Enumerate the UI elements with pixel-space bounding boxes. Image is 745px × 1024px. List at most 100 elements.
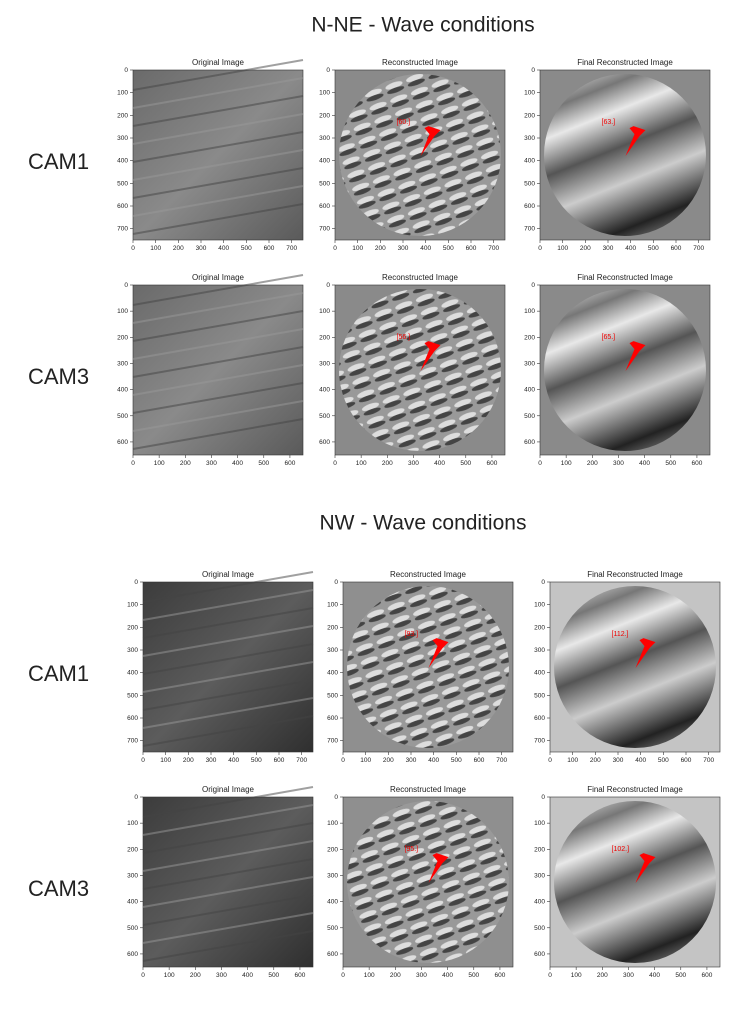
y-tick-label: 600 [319,203,330,210]
panel-title: Reconstructed Image [382,273,459,282]
x-tick-label: 200 [383,757,394,764]
x-tick-label: 0 [131,460,135,467]
camera-label: CAM3 [28,364,89,389]
x-tick-label: 400 [649,972,660,979]
x-tick-label: 300 [408,460,419,467]
y-tick-label: 0 [134,579,138,586]
x-tick-label: 700 [703,757,714,764]
y-tick-label: 0 [326,67,330,74]
y-tick-label: 600 [327,951,338,958]
x-tick-label: 300 [196,245,207,252]
x-tick-label: 200 [183,757,194,764]
x-tick-label: 200 [597,972,608,979]
x-tick-label: 600 [486,460,497,467]
x-tick-label: 0 [333,245,337,252]
texture-streak [142,571,314,603]
camera-label: CAM1 [28,661,89,686]
x-tick-label: 200 [587,460,598,467]
x-tick-label: 600 [466,245,477,252]
panel-title: Original Image [192,58,245,67]
y-tick-label: 100 [127,820,138,827]
x-tick-label: 500 [675,972,686,979]
y-tick-label: 400 [319,387,330,394]
x-tick-label: 100 [352,245,363,252]
reconstruction-disc [554,586,716,748]
y-tick-label: 300 [327,872,338,879]
x-tick-label: 300 [216,972,227,979]
x-tick-label: 400 [625,245,636,252]
texture-streak [142,697,314,729]
y-tick-label: 0 [334,579,338,586]
y-tick-label: 700 [117,226,128,233]
x-tick-label: 300 [398,245,409,252]
y-tick-label: 400 [117,387,128,394]
reconstruction-disc [339,289,501,451]
texture-streak [132,382,304,414]
y-tick-label: 600 [534,715,545,722]
panel-title: Reconstructed Image [390,785,467,794]
image-panel: Original Image 0 100 200 300 400 500 600 700 0 100… [117,58,304,252]
x-tick-label: 0 [538,460,542,467]
x-tick-label: 100 [150,245,161,252]
panel-title: Final Reconstructed Image [577,273,673,282]
x-tick-label: 200 [390,972,401,979]
y-tick-label: 100 [327,820,338,827]
x-tick-label: 400 [434,460,445,467]
image-panel: Final Reconstructed Image [102.] 0 100 200 30… [534,785,721,979]
x-tick-label: 700 [693,245,704,252]
x-tick-label: 100 [364,972,375,979]
x-tick-label: 500 [468,972,479,979]
x-tick-label: 500 [443,245,454,252]
x-tick-label: 300 [613,460,624,467]
y-tick-label: 0 [541,579,545,586]
texture-streak [132,131,304,163]
y-tick-label: 500 [534,692,545,699]
x-tick-label: 100 [356,460,367,467]
reconstruction-disc [544,74,706,236]
y-tick-label: 700 [327,738,338,745]
image-panel: Original Image 0 100 200 300 400 500 600 700 0 100… [127,570,314,764]
x-tick-label: 600 [284,460,295,467]
y-tick-label: 100 [319,90,330,97]
direction-annotation: [63.] [602,119,616,126]
x-tick-label: 600 [264,245,275,252]
y-tick-label: 0 [326,282,330,289]
y-tick-label: 600 [117,203,128,210]
x-tick-label: 200 [180,460,191,467]
direction-arrow [428,853,449,884]
y-tick-label: 0 [134,794,138,801]
panel-title: Reconstructed Image [382,58,459,67]
direction-annotation: [112.] [612,631,629,638]
x-tick-label: 500 [658,757,669,764]
y-tick-label: 200 [534,846,545,853]
panel-title: Final Reconstructed Image [577,58,673,67]
y-tick-label: 300 [534,872,545,879]
y-tick-label: 400 [327,899,338,906]
y-tick-label: 200 [524,112,535,119]
texture-streak [142,661,314,693]
direction-arrow [420,126,441,157]
x-tick-label: 100 [160,757,171,764]
y-tick-label: 400 [127,899,138,906]
x-tick-label: 200 [375,245,386,252]
x-tick-label: 700 [296,757,307,764]
y-tick-label: 500 [117,180,128,187]
x-tick-label: 500 [648,245,659,252]
direction-arrow [428,638,449,669]
x-tick-label: 0 [548,972,552,979]
x-tick-label: 100 [360,757,371,764]
texture-streak [142,607,314,639]
reconstruction-disc [347,586,509,748]
y-tick-label: 0 [334,794,338,801]
x-tick-label: 400 [420,245,431,252]
x-tick-label: 500 [251,757,262,764]
image-panel: Reconstructed Image [95.] 0 100 200 300 400 500… [327,785,514,979]
panel-title: Final Reconstructed Image [587,570,683,579]
x-tick-label: 300 [206,460,217,467]
camera-label: CAM3 [28,876,89,901]
texture-streak [132,364,304,396]
x-tick-label: 0 [131,245,135,252]
texture-streak [132,113,304,145]
y-tick-label: 300 [127,872,138,879]
texture-streak [132,274,304,306]
